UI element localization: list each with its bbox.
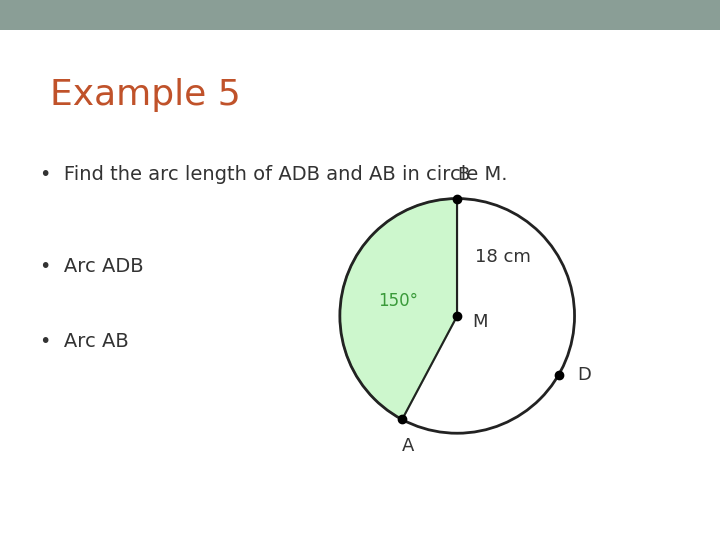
Bar: [0, 0, 720, 30]
Text: A: A: [402, 437, 414, 455]
Text: 18 cm: 18 cm: [474, 248, 531, 266]
Text: 150°: 150°: [378, 292, 418, 310]
Wedge shape: [340, 199, 457, 420]
Text: D: D: [577, 366, 591, 383]
Text: •  Arc AB: • Arc AB: [40, 332, 128, 351]
Text: •  Find the arc length of ADB and AB in circle M.: • Find the arc length of ADB and AB in c…: [40, 165, 507, 184]
Text: Example 5: Example 5: [50, 78, 241, 112]
Text: M: M: [472, 313, 488, 331]
Text: •  Arc ADB: • Arc ADB: [40, 256, 143, 275]
Text: B: B: [457, 166, 469, 185]
